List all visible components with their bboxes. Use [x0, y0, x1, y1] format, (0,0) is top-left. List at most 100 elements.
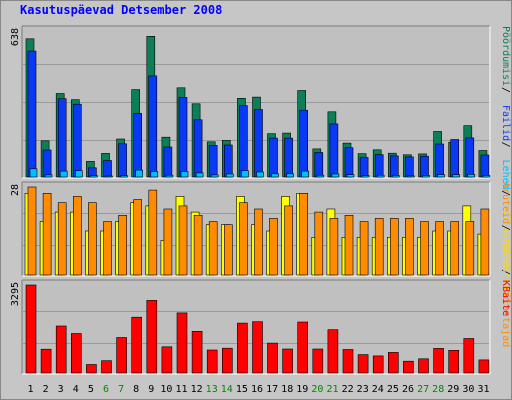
x-tick-label-6: 6	[103, 384, 109, 395]
bar-Faile-day-3	[57, 98, 67, 178]
bar-Lehti-day-7	[120, 175, 128, 178]
bar-KBaite-day-23	[357, 354, 369, 374]
bar-Aruteid-day-22	[344, 215, 354, 276]
bar-Lehti-day-8	[135, 169, 143, 178]
bar-Faile-day-9	[148, 75, 158, 178]
bar-Faile-day-6	[103, 160, 112, 178]
bar-KBaite-day-17	[267, 342, 278, 374]
bar-Lehti-day-31	[482, 175, 491, 178]
x-tick-label-29: 29	[447, 384, 459, 395]
bar-Faile-day-26	[405, 156, 414, 178]
bar-Faile-day-30	[465, 137, 475, 178]
bar-Lehti-day-25	[391, 175, 400, 178]
bar-Aruteid-day-19	[299, 193, 309, 276]
bar-Aruteid-day-7	[118, 215, 127, 276]
x-tick-label-19: 19	[296, 384, 308, 395]
panel-top-legend-separator: /	[500, 142, 511, 148]
bar-Faile-day-10	[163, 146, 173, 178]
bar-Faile-day-16	[254, 109, 263, 178]
bar-Aruteid-day-21	[329, 218, 339, 276]
bar-KBaite-day-5	[86, 364, 97, 374]
bar-KBaite-day-12	[191, 330, 203, 374]
x-tick-label-15: 15	[236, 384, 248, 395]
x-tick-label-9: 9	[148, 384, 154, 395]
bar-KBaite-day-19	[297, 321, 309, 374]
bar-Lehti-day-3	[59, 170, 68, 178]
bar-Faile-day-23	[359, 157, 369, 178]
bar-KBaite-day-21	[327, 329, 339, 374]
bar-Aruteid-day-13	[208, 221, 218, 276]
bar-KBaite-day-9	[146, 300, 158, 374]
bar-Faile-day-17	[269, 137, 278, 178]
bar-Faile-day-4	[73, 103, 82, 178]
panel-bottom-legend-KBaite: KBaite	[500, 280, 511, 316]
bar-Lehti-day-22	[346, 174, 355, 178]
bar-KBaite-day-13	[206, 349, 218, 374]
bar-Aruteid-day-10	[163, 208, 173, 276]
bar-Lehti-day-5	[90, 175, 98, 178]
x-tick-label-2: 2	[43, 384, 49, 395]
x-tick-label-23: 23	[357, 384, 369, 395]
bar-KBaite-day-26	[403, 360, 414, 374]
x-tick-label-5: 5	[88, 384, 94, 395]
bar-Aruteid-day-29	[450, 221, 460, 276]
bar-Lehti-day-11	[180, 171, 189, 178]
chart-title: Kasutuspäevad Detsember 2008	[20, 3, 223, 17]
x-tick-label-7: 7	[118, 384, 124, 395]
panel-middle-legend-separator: /	[500, 225, 511, 231]
bar-Aruteid-day-12	[193, 215, 203, 276]
bar-KBaite-day-6	[101, 360, 112, 374]
panel-top-legend-Lehed: Lehed	[500, 160, 511, 190]
bar-Aruteid-day-5	[88, 202, 97, 276]
bar-Faile-day-27	[420, 155, 429, 178]
bar-Faile-day-8	[133, 113, 142, 178]
bar-Aruteid-day-9	[148, 189, 158, 276]
x-tick-label-26: 26	[402, 384, 414, 395]
bar-Lehti-day-14	[226, 173, 234, 178]
bar-Faile-day-18	[284, 137, 293, 178]
bar-KBaite-day-20	[312, 348, 324, 374]
bar-Faile-day-12	[193, 119, 203, 178]
bar-Faile-day-13	[208, 145, 218, 178]
bar-Faile-day-24	[374, 154, 384, 178]
bar-Faile-day-7	[118, 143, 127, 178]
x-tick-label-21: 21	[326, 384, 338, 395]
bar-KBaite-day-15	[237, 322, 248, 374]
panel-top-legend-Pöördumisi: Pöördumisi	[500, 26, 511, 86]
bar-Lehti-day-4	[75, 170, 83, 178]
x-tick-label-20: 20	[311, 384, 323, 395]
x-tick-label-17: 17	[266, 384, 278, 395]
bar-KBaite-day-22	[342, 349, 354, 374]
bar-Aruteid-day-27	[420, 221, 429, 276]
x-tick-label-31: 31	[477, 384, 489, 395]
bar-Faile-day-11	[178, 97, 188, 178]
bar-KBaite-day-7	[116, 337, 127, 374]
bar-Faile-day-25	[389, 155, 399, 178]
bar-Lehti-day-18	[286, 173, 294, 178]
bar-Lehti-day-19	[301, 170, 310, 178]
bar-Lehti-day-16	[256, 171, 264, 178]
bar-Lehti-day-15	[241, 170, 249, 178]
panel-top-legend-separator: /	[500, 269, 511, 275]
bar-Aruteid-day-16	[254, 208, 263, 276]
panel-middle-max-label: 28	[10, 184, 21, 196]
bar-KBaite-day-30	[463, 338, 475, 374]
bar-KBaite-day-14	[222, 347, 233, 374]
x-tick-label-22: 22	[342, 384, 354, 395]
x-tick-label-25: 25	[387, 384, 399, 395]
bar-KBaite-day-25	[387, 352, 399, 374]
bar-KBaite-day-31	[478, 359, 490, 374]
bar-Aruteid-day-4	[73, 196, 82, 276]
bar-Faile-day-22	[344, 147, 354, 178]
bar-Aruteid-day-15	[239, 202, 248, 276]
bar-Aruteid-day-18	[284, 205, 293, 276]
bar-Lehti-day-9	[150, 171, 159, 178]
bar-Lehti-day-13	[210, 174, 219, 178]
bar-Aruteid-day-17	[269, 218, 278, 276]
bar-Aruteid-day-24	[374, 218, 384, 276]
bar-Aruteid-day-14	[224, 224, 233, 276]
bar-Lehti-day-30	[467, 174, 476, 178]
bar-Faile-day-29	[450, 139, 460, 178]
bar-Lehti-day-12	[195, 172, 204, 178]
bar-Lehti-day-1	[29, 168, 38, 178]
